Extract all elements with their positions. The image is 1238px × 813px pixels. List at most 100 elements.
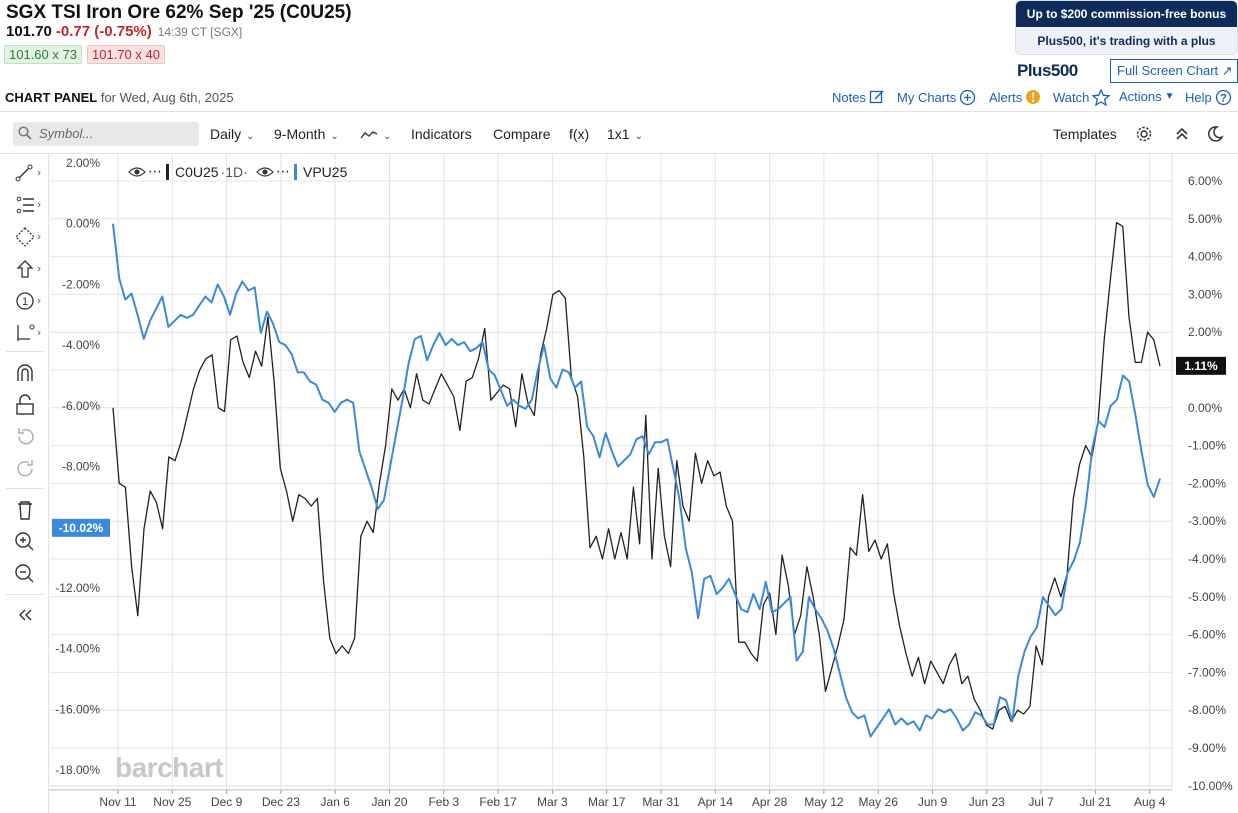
my-charts-link[interactable]: My Charts — [897, 89, 976, 106]
annotation-tool-icon[interactable]: 1 — [12, 289, 42, 313]
measure-tool-icon[interactable] — [12, 321, 42, 345]
sidebar-divider — [48, 153, 49, 813]
svg-text:?: ? — [1220, 93, 1227, 105]
x-tick-label: Aug 4 — [1134, 795, 1166, 809]
range-dropdown[interactable]: 9-Month ⌄ — [274, 126, 339, 142]
notes-label: Notes — [832, 89, 866, 105]
redo-icon[interactable] — [12, 457, 42, 481]
left-axis-label: -18.00% — [55, 763, 100, 777]
notes-icon — [869, 90, 884, 104]
series-line-c0u25 — [112, 221, 1161, 730]
symbol-title: SGX TSI Iron Ore 62% Sep '25 (C0U25) — [6, 2, 352, 23]
series-1-name: C0U25 — [175, 163, 219, 180]
function-button[interactable]: f(x) — [569, 126, 590, 142]
x-tick-label: Mar 3 — [537, 795, 568, 809]
left-axis-label: -16.00% — [55, 702, 100, 716]
compare-button[interactable]: Compare — [493, 126, 551, 142]
quote-time: 14:39 CT [SGX] — [157, 25, 243, 39]
left-axis-label: -8.00% — [62, 460, 100, 474]
promo-headline[interactable]: Up to $200 commission-free bonus — [1016, 1, 1237, 27]
chevron-down-icon: ⌄ — [330, 131, 339, 142]
gear-icon[interactable] — [1135, 125, 1153, 143]
eye-icon[interactable] — [256, 166, 274, 178]
interval-dropdown[interactable]: Daily ⌄ — [210, 126, 255, 142]
lock-icon[interactable] — [12, 393, 42, 417]
chevron-down-icon: ⌄ — [383, 131, 392, 142]
x-tick-label: Jun 9 — [918, 795, 948, 809]
x-tick-label: Nov 11 — [99, 795, 136, 809]
dark-mode-icon[interactable] — [1206, 125, 1224, 143]
right-axis-label: 5.00% — [1188, 212, 1222, 226]
star-icon — [1092, 89, 1111, 106]
sidebar-separator — [6, 351, 44, 352]
barchart-watermark: barchart — [115, 752, 224, 783]
sidebar-separator — [6, 488, 44, 489]
x-tick-label: Dec 9 — [211, 795, 243, 809]
trendline-tool-icon[interactable] — [12, 161, 42, 185]
series-1-swatch — [166, 163, 169, 180]
layout-dropdown[interactable]: 1x1 ⌄ — [607, 126, 643, 142]
eye-icon[interactable] — [128, 166, 146, 178]
bid-badge: 101.60 x 73 — [4, 45, 82, 64]
x-tick-label: Jan 6 — [321, 795, 351, 809]
right-axis-label: 6.00% — [1188, 174, 1222, 188]
right-axis-label: 0.00% — [1188, 401, 1222, 415]
shapes-tool-icon[interactable] — [12, 225, 42, 249]
series-2-name: VPU25 — [303, 163, 348, 180]
plus500-logo[interactable]: Plus500 — [1017, 61, 1078, 80]
divider — [0, 153, 1238, 154]
chart-type-dropdown[interactable]: ⌄ — [360, 126, 391, 142]
templates-button[interactable]: Templates — [1053, 126, 1117, 142]
more-icon[interactable]: ⋯ — [148, 163, 162, 179]
fibonacci-tool-icon[interactable] — [12, 193, 42, 217]
x-tick-label: Feb 17 — [479, 795, 517, 809]
series-1-interval: ·1D· — [220, 163, 248, 180]
chevron-down-icon: ⌄ — [634, 131, 643, 142]
actions-menu[interactable]: Actions ▼ — [1119, 89, 1175, 104]
watch-link[interactable]: Watch — [1053, 89, 1111, 106]
x-tick-label: May 12 — [804, 795, 844, 809]
symbol-search-input[interactable]: Symbol... — [13, 122, 199, 146]
legend-series-1[interactable]: ⋯ C0U25 ·1D· — [128, 163, 248, 180]
right-axis-label: -6.00% — [1188, 628, 1226, 642]
zoom-out-icon[interactable] — [12, 562, 42, 586]
more-icon[interactable]: ⋯ — [276, 163, 290, 179]
zoom-in-icon[interactable] — [12, 530, 42, 554]
left-axis-label: -2.00% — [62, 277, 100, 291]
collapse-icon[interactable] — [1175, 126, 1189, 142]
my-charts-label: My Charts — [897, 90, 957, 105]
x-tick-label: Dec 23 — [262, 795, 300, 809]
chevron-down-icon: ⌄ — [246, 131, 255, 142]
right-axis-label: 2.00% — [1188, 325, 1222, 339]
help-link[interactable]: Help ? — [1185, 89, 1232, 106]
indicators-button[interactable]: Indicators — [411, 126, 472, 142]
right-axis-badge-bg — [1176, 356, 1226, 375]
search-icon — [18, 126, 32, 140]
collapse-sidebar-icon[interactable] — [12, 603, 42, 627]
undo-icon[interactable] — [12, 425, 42, 449]
notes-link[interactable]: Notes — [832, 89, 885, 105]
x-tick-label: Jul 7 — [1028, 795, 1054, 809]
x-tick-label: Jun 23 — [969, 795, 1005, 809]
right-axis-label: -7.00% — [1188, 665, 1226, 679]
chevron-down-icon: ▼ — [1164, 91, 1175, 102]
series-2-swatch — [294, 163, 297, 180]
magnet-icon[interactable] — [12, 361, 42, 385]
arrow-tool-icon[interactable] — [12, 257, 42, 281]
ask-badge: 101.70 x 40 — [87, 45, 165, 64]
full-screen-chart-button[interactable]: Full Screen Chart ↗ — [1110, 59, 1238, 83]
right-axis-label: -2.00% — [1188, 476, 1226, 490]
svg-text:1: 1 — [22, 296, 28, 308]
left-axis-badge-bg — [52, 518, 110, 537]
left-axis-label: 0.00% — [66, 217, 100, 231]
trash-icon[interactable] — [12, 498, 42, 522]
legend-series-2[interactable]: ⋯ VPU25 — [256, 163, 347, 180]
left-axis-label: -14.00% — [55, 642, 100, 656]
x-tick-label: Feb 3 — [428, 795, 459, 809]
promo-banner[interactable]: Up to $200 commission-free bonus Plus500… — [1015, 0, 1238, 55]
x-tick-label: Apr 14 — [698, 795, 734, 809]
promo-tagline[interactable]: Plus500, it's trading with a plus — [1016, 27, 1237, 54]
alerts-link[interactable]: Alerts — [989, 89, 1041, 105]
x-tick-label: Nov 25 — [153, 795, 191, 809]
